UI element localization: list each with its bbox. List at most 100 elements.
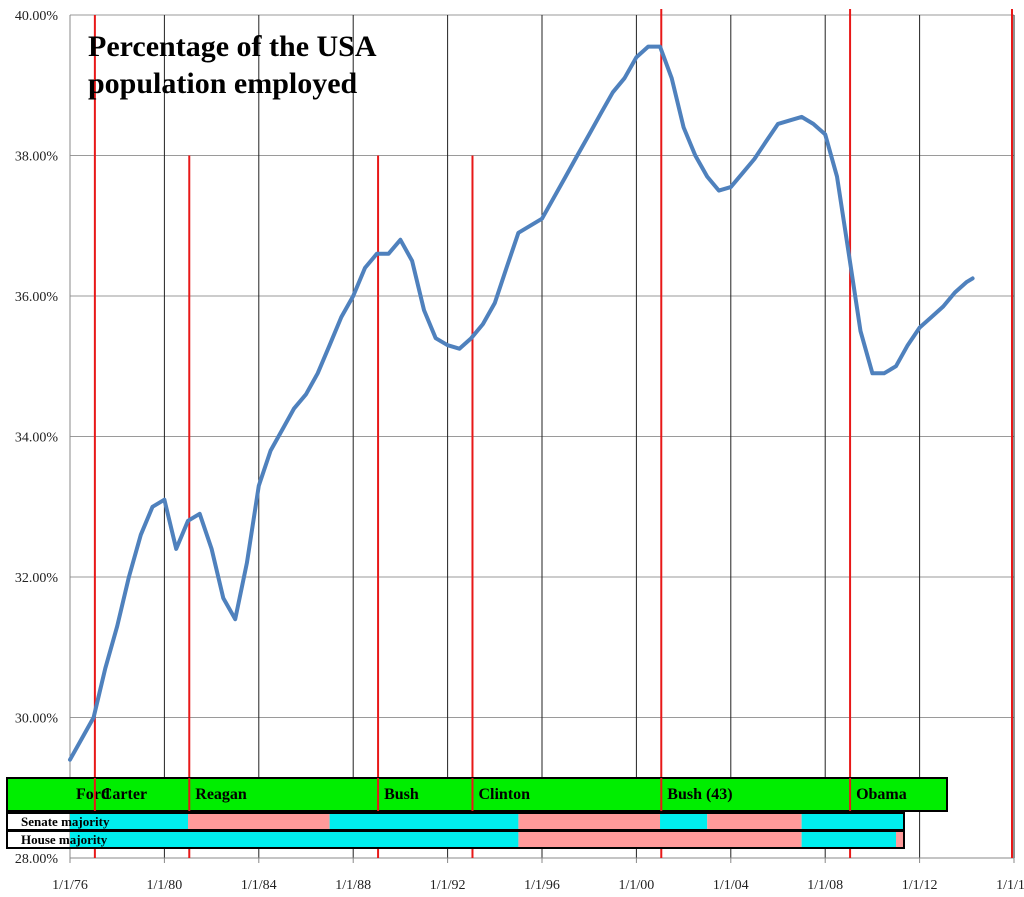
data-point — [304, 392, 308, 396]
data-point — [80, 737, 84, 741]
data-point — [103, 666, 107, 670]
data-point — [953, 290, 957, 294]
data-point — [363, 266, 367, 270]
senate-majority-segment — [518, 813, 661, 830]
employment-series-line — [68, 44, 975, 762]
data-point — [210, 547, 214, 551]
data-point — [965, 280, 969, 284]
data-point — [139, 533, 143, 537]
data-point — [457, 347, 461, 351]
grid — [69, 14, 1015, 859]
x-tick-label: 1/1/84 — [241, 878, 277, 893]
chart-title-line-2: population employed — [88, 67, 358, 100]
chart-title-line-1: Percentage of the USA — [88, 30, 377, 63]
data-point — [92, 716, 96, 719]
president-label: Obama — [856, 786, 907, 803]
data-point — [800, 115, 804, 119]
data-point — [682, 125, 686, 129]
president-label: Reagan — [195, 786, 247, 803]
data-point — [481, 322, 485, 326]
data-point — [918, 326, 922, 330]
data-point — [375, 252, 379, 256]
x-tick-label: 1/1/08 — [807, 878, 843, 893]
president-label: Bush — [384, 786, 419, 803]
data-point — [269, 449, 273, 453]
y-tick-label: 36.00% — [15, 290, 59, 305]
data-point — [729, 185, 733, 189]
president-label: Clinton — [478, 786, 530, 803]
x-tick-label: 1/1/88 — [335, 878, 371, 893]
data-point — [575, 154, 579, 157]
data-point — [741, 171, 745, 175]
x-tick-label: 1/1/12 — [902, 878, 938, 893]
data-point — [599, 111, 603, 115]
president-label: Ford — [76, 786, 110, 803]
data-point — [752, 157, 756, 161]
data-point — [894, 364, 898, 368]
data-point — [516, 231, 520, 235]
data-point — [717, 189, 721, 193]
data-point — [646, 45, 650, 49]
x-axis: 1/1/76 1/1/80 1/1/84 1/1/88 1/1/92 1/1/96 1/1/… — [52, 858, 1024, 893]
data-point — [280, 427, 284, 431]
data-point — [446, 343, 450, 347]
data-point — [941, 305, 945, 309]
y-tick-label: 34.00% — [15, 431, 59, 446]
data-point — [670, 76, 674, 80]
data-point — [505, 266, 509, 270]
y-tick-label: 28.00% — [15, 852, 59, 867]
x-tick-label: 1/1/76 — [52, 878, 88, 893]
house-majority-segment — [896, 831, 904, 848]
x-tick-label: 1/1/96 — [524, 878, 560, 893]
data-point — [823, 132, 827, 136]
y-tick-label: 38.00% — [15, 150, 59, 165]
data-point — [410, 259, 414, 263]
senate-majority-segment — [801, 813, 904, 830]
data-point — [316, 371, 320, 375]
data-point — [186, 519, 190, 523]
data-point — [174, 547, 178, 551]
data-point — [870, 371, 874, 375]
data-point — [906, 343, 910, 347]
data-point — [493, 301, 497, 305]
data-point — [611, 90, 615, 94]
term-lines — [93, 9, 1013, 858]
data-point — [971, 276, 975, 280]
data-point — [162, 498, 166, 502]
senate-majority-segment — [660, 813, 708, 830]
data-point — [587, 132, 591, 136]
x-tick-label: 1/1/16 — [996, 878, 1024, 893]
data-point — [847, 252, 851, 256]
senate-majority-label: Senate majority — [21, 814, 110, 829]
senate-majority-segment — [329, 813, 519, 830]
data-point — [245, 561, 249, 565]
x-tick-label: 1/1/92 — [430, 878, 466, 893]
data-point — [882, 371, 886, 375]
data-point — [552, 196, 556, 200]
data-point — [398, 238, 402, 242]
data-point — [221, 596, 225, 600]
house-majority-segment — [70, 831, 519, 848]
y-tick-label: 40.00% — [15, 9, 59, 24]
series-layer — [68, 44, 975, 762]
data-point — [764, 139, 768, 143]
president-label: Bush (43) — [667, 786, 732, 803]
data-point — [859, 329, 863, 333]
data-point — [434, 336, 438, 340]
data-point — [776, 122, 780, 126]
y-axis: 28.00% 30.00% 32.00% 34.00% 36.00% 38.00% 40.0… — [15, 9, 59, 867]
data-point — [564, 175, 568, 179]
data-point — [257, 484, 261, 488]
data-point — [233, 617, 237, 621]
data-point — [788, 118, 792, 122]
y-tick-label: 30.00% — [15, 712, 59, 727]
senate-majority-segment — [188, 813, 330, 830]
data-point — [540, 217, 544, 221]
data-point — [658, 45, 662, 49]
data-point — [292, 406, 296, 410]
x-tick-label: 1/1/00 — [619, 878, 655, 893]
x-tick-label: 1/1/80 — [147, 878, 183, 893]
house-majority-segment — [518, 831, 802, 848]
